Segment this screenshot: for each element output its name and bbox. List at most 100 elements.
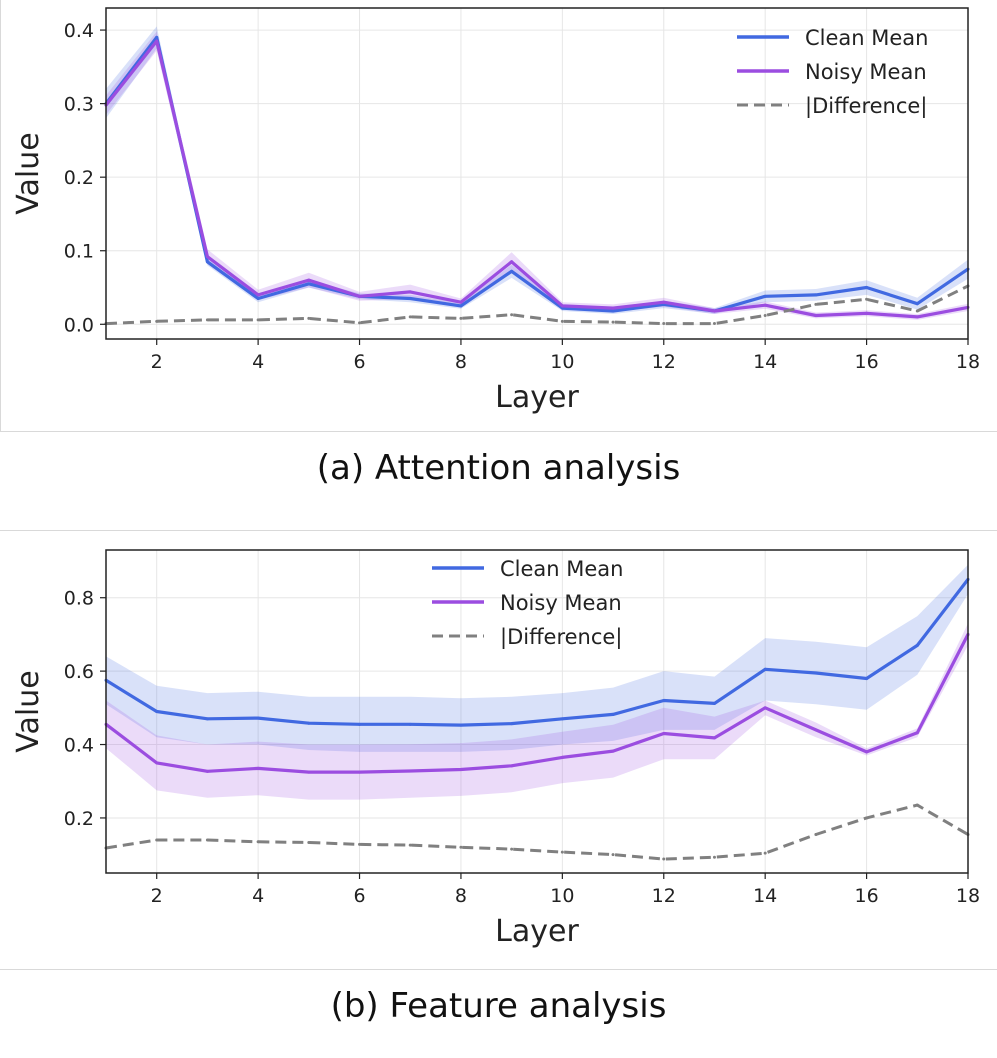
data-point bbox=[510, 269, 514, 273]
x-tick-label: 4 bbox=[252, 351, 264, 373]
data-point bbox=[865, 311, 869, 315]
data-point bbox=[459, 723, 463, 727]
data-point bbox=[763, 706, 767, 710]
data-point bbox=[814, 293, 818, 297]
data-point bbox=[712, 701, 716, 705]
x-tick-label: 2 bbox=[151, 351, 163, 373]
data-point bbox=[510, 722, 514, 726]
data-point bbox=[155, 761, 159, 765]
x-tick-label: 14 bbox=[753, 351, 777, 373]
data-point bbox=[358, 321, 362, 325]
data-point bbox=[408, 843, 412, 847]
data-point bbox=[915, 803, 919, 807]
data-point bbox=[560, 755, 564, 759]
data-point bbox=[560, 850, 564, 854]
caption-attention-analysis: (a) Attention analysis bbox=[316, 448, 681, 488]
x-tick-label: 16 bbox=[854, 351, 878, 373]
axes-frame bbox=[105, 7, 969, 340]
series-line-clean-mean bbox=[105, 578, 970, 727]
data-point bbox=[915, 731, 919, 735]
data-point bbox=[510, 313, 514, 317]
y-tick-label: 0.1 bbox=[64, 241, 94, 263]
x-tick-label: 6 bbox=[353, 885, 365, 907]
data-point bbox=[256, 840, 260, 844]
data-point bbox=[915, 315, 919, 319]
data-point bbox=[915, 643, 919, 647]
x-axis-label: Layer bbox=[495, 380, 579, 415]
data-point bbox=[155, 838, 159, 842]
data-point bbox=[662, 857, 666, 861]
data-point bbox=[712, 322, 716, 326]
legend-label-clean-mean: Clean Mean bbox=[805, 26, 929, 50]
x-tick-label: 8 bbox=[455, 351, 467, 373]
data-point bbox=[307, 770, 311, 774]
data-point bbox=[662, 698, 666, 702]
series-line-difference bbox=[105, 284, 969, 326]
data-point bbox=[408, 290, 412, 294]
legend-label-difference: |Difference| bbox=[805, 94, 927, 119]
x-tick-label: 10 bbox=[550, 885, 574, 907]
data-point bbox=[510, 260, 514, 264]
data-point bbox=[307, 278, 311, 282]
x-tick-label: 12 bbox=[652, 885, 676, 907]
x-tick-label: 6 bbox=[353, 351, 365, 373]
data-point bbox=[358, 770, 362, 774]
data-point bbox=[459, 767, 463, 771]
data-point bbox=[307, 316, 311, 320]
data-point bbox=[510, 764, 514, 768]
data-point bbox=[763, 294, 767, 298]
data-point bbox=[307, 721, 311, 725]
data-point bbox=[205, 318, 209, 322]
x-tick-label: 8 bbox=[455, 885, 467, 907]
data-point bbox=[865, 286, 869, 290]
data-point bbox=[205, 769, 209, 773]
data-point bbox=[611, 749, 615, 753]
data-point bbox=[408, 297, 412, 301]
data-point bbox=[814, 302, 818, 306]
data-point bbox=[611, 309, 615, 313]
data-point bbox=[358, 842, 362, 846]
series-line-noisy-mean bbox=[104, 39, 969, 319]
data-point bbox=[865, 816, 869, 820]
data-point bbox=[205, 838, 209, 842]
data-point bbox=[763, 851, 767, 855]
y-tick-label: 0.6 bbox=[64, 661, 94, 683]
data-point bbox=[814, 832, 818, 836]
data-point bbox=[256, 766, 260, 770]
data-point bbox=[814, 313, 818, 317]
legend-label-difference: |Difference| bbox=[500, 625, 622, 650]
x-tick-label: 12 bbox=[652, 351, 676, 373]
feature-analysis-panel: 2 4 6 8 10 12 14 16 18 0.2 0.4 0.6 0.8 Layer Value Clea… bbox=[0, 530, 997, 970]
data-point bbox=[408, 722, 412, 726]
x-tick-label: 14 bbox=[753, 885, 777, 907]
data-point bbox=[459, 316, 463, 320]
data-point bbox=[611, 712, 615, 716]
data-point bbox=[256, 318, 260, 322]
data-point bbox=[205, 717, 209, 721]
data-point bbox=[408, 769, 412, 773]
data-point bbox=[307, 282, 311, 286]
data-point bbox=[205, 255, 209, 259]
y-axis-label: Value bbox=[11, 670, 46, 752]
data-point bbox=[814, 671, 818, 675]
data-point bbox=[307, 841, 311, 845]
data-point bbox=[459, 304, 463, 308]
y-tick-label: 0.8 bbox=[64, 588, 94, 610]
data-point bbox=[205, 260, 209, 264]
caption-feature-analysis: (b) Feature analysis bbox=[330, 986, 667, 1026]
y-tick-label: 0.4 bbox=[64, 20, 94, 42]
data-point bbox=[712, 309, 716, 313]
data-point bbox=[763, 313, 767, 317]
data-point bbox=[915, 309, 919, 313]
x-tick-label: 2 bbox=[151, 885, 163, 907]
y-tick-label: 0.3 bbox=[64, 94, 94, 116]
feature-chart: 2 4 6 8 10 12 14 16 18 0.2 0.4 0.6 0.8 Layer Value Clea… bbox=[0, 530, 997, 970]
data-point bbox=[459, 300, 463, 304]
attention-chart: 2 4 6 8 10 12 14 16 18 0.0 0.1 0.2 0.3 0.4 Layer Value C… bbox=[0, 0, 997, 432]
series-line-clean-mean bbox=[104, 35, 969, 313]
data-point bbox=[712, 736, 716, 740]
data-point bbox=[560, 319, 564, 323]
axes-frame bbox=[105, 549, 969, 874]
x-tick-label: 4 bbox=[252, 885, 264, 907]
x-tick-label: 10 bbox=[550, 351, 574, 373]
